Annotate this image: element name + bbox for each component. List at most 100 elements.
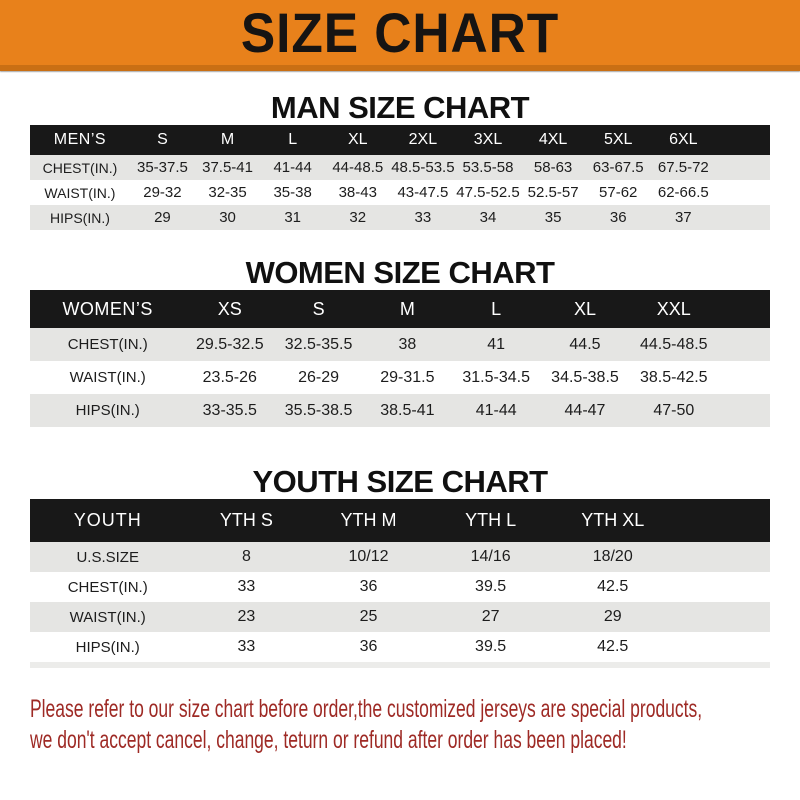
size-chart-banner: SIZE CHART <box>0 0 800 71</box>
size-cell: 47-50 <box>653 401 695 419</box>
size-cell: 31.5-34.5 <box>462 368 530 386</box>
women-size-table: WOMEN’S XS S M L XL XXL CHEST(IN.) 29.5-… <box>30 290 770 427</box>
size-cell: 14/16 <box>470 548 511 565</box>
size-header-cell: YTH XL <box>581 510 645 530</box>
table-row: CHEST(IN.) 29.5-32.5 32.5-35.5 38 41 44.… <box>30 328 770 361</box>
size-cell: 10/12 <box>348 548 389 565</box>
size-header-cell: XS <box>217 298 242 319</box>
table-row: HIPS(IN.) 29 30 31 32 33 34 35 36 37 <box>30 205 770 230</box>
size-cell: 32 <box>349 209 367 226</box>
size-header-cell: XL <box>573 298 596 319</box>
size-cell: 37.5-41 <box>202 159 253 176</box>
spacer-cell <box>674 602 770 632</box>
size-header-cell: M <box>399 298 415 319</box>
row-label: WAIST(IN.) <box>69 608 146 626</box>
table-row: CHEST(IN.) 33 36 39.5 42.5 <box>30 572 770 602</box>
size-cell: 47.5-52.5 <box>456 184 520 201</box>
size-header-cell: YTH S <box>219 510 273 530</box>
row-label: CHEST(IN.) <box>42 159 118 176</box>
size-header-cell: YTH M <box>340 510 397 530</box>
size-header-cell: 2XL <box>408 131 438 148</box>
size-cell: 32.5-35.5 <box>284 335 353 353</box>
table-row: WAIST(IN.) 23.5-26 26-29 29-31.5 31.5-34… <box>30 361 770 394</box>
row-label: HIPS(IN.) <box>75 402 140 419</box>
youth-header-row: YOUTH YTH S YTH M YTH L YTH XL <box>30 499 770 542</box>
size-cell: 42.5 <box>597 578 629 595</box>
size-cell: 29.5-32.5 <box>195 335 264 353</box>
table-row: U.S.SIZE 8 10/12 14/16 18/20 <box>30 542 770 572</box>
disclaimer-note: Please refer to our size chart before or… <box>30 694 800 756</box>
size-cell: 38 <box>398 335 417 353</box>
size-cell: 57-62 <box>599 184 638 201</box>
spacer-cell <box>716 205 770 230</box>
spacer-cell <box>718 361 770 394</box>
size-cell: 18/20 <box>592 548 633 565</box>
size-cell: 52.5-57 <box>527 184 579 201</box>
size-cell: 41-44 <box>475 401 517 419</box>
size-cell: 39.5 <box>475 578 507 595</box>
size-cell: 36 <box>359 578 378 595</box>
disclaimer-line-2: we don't accept cancel, change, teturn o… <box>30 726 627 754</box>
size-header-cell: M <box>220 131 235 148</box>
size-cell: 23 <box>237 608 256 625</box>
size-cell: 41 <box>487 335 506 353</box>
men-table-label: MEN’S <box>53 131 107 148</box>
table-row: WAIST(IN.) 29-32 32-35 35-38 38-43 43-47… <box>30 180 770 205</box>
men-section-heading: MAN SIZE CHART <box>270 90 530 125</box>
table-row: HIPS(IN.) 33-35.5 35.5-38.5 38.5-41 41-4… <box>30 394 770 427</box>
size-header-cell: S <box>157 131 168 148</box>
size-cell: 44.5-48.5 <box>639 335 708 353</box>
size-cell: 36 <box>609 209 627 226</box>
size-cell: 67.5-72 <box>657 159 709 176</box>
size-cell: 43-47.5 <box>397 184 449 201</box>
spacer-cell <box>718 394 770 427</box>
men-header-row: MEN’S S M L XL 2XL 3XL 4XL 5XL 6XL <box>30 125 770 155</box>
size-cell: 34 <box>479 209 497 226</box>
size-cell: 38.5-42.5 <box>639 368 708 386</box>
size-cell: 36 <box>359 638 378 655</box>
size-cell: 53.5-58 <box>462 159 514 176</box>
youth-section-heading: YOUTH SIZE CHART <box>252 464 548 499</box>
table-row: CHEST(IN.) 35-37.5 37.5-41 41-44 44-48.5… <box>30 155 770 180</box>
women-header-row: WOMEN’S XS S M L XL XXL <box>30 290 770 328</box>
spacer-cell <box>716 125 770 155</box>
size-cell: 44.5 <box>569 335 601 353</box>
size-cell: 33 <box>237 578 256 595</box>
spacer-cell <box>718 290 770 328</box>
size-cell: 33 <box>237 638 256 655</box>
size-cell: 39.5 <box>475 638 507 655</box>
size-cell: 26-29 <box>298 368 340 386</box>
size-cell: 44-48.5 <box>332 159 384 176</box>
size-header-cell: 6XL <box>669 131 698 148</box>
size-cell: 8 <box>241 548 251 565</box>
men-size-table: MEN’S S M L XL 2XL 3XL 4XL 5XL 6XL CHEST… <box>30 125 770 230</box>
size-header-cell: XL <box>347 131 368 148</box>
spacer-cell <box>716 180 770 205</box>
row-label: HIPS(IN.) <box>75 638 140 656</box>
size-cell: 63-67.5 <box>592 159 644 176</box>
men-section: MAN SIZE CHART MEN’S S M L XL 2XL 3XL 4X… <box>0 91 800 230</box>
size-cell: 35-38 <box>273 184 312 201</box>
banner-title: SIZE CHART <box>240 0 560 64</box>
size-cell: 29 <box>154 209 171 226</box>
row-label: WAIST(IN.) <box>44 184 116 201</box>
size-cell: 58-63 <box>533 159 573 176</box>
size-cell: 33-35.5 <box>202 401 257 419</box>
row-label: WAIST(IN.) <box>69 369 146 386</box>
size-cell: 62-66.5 <box>657 184 709 201</box>
row-label: CHEST(IN.) <box>67 578 148 596</box>
size-cell: 32-35 <box>208 184 247 201</box>
size-cell: 29-32 <box>143 184 182 201</box>
size-cell: 31 <box>284 209 301 226</box>
disclaimer-line-1: Please refer to our size chart before or… <box>30 695 703 723</box>
size-cell: 35.5-38.5 <box>284 401 353 419</box>
size-header-cell: YTH L <box>465 510 517 530</box>
size-cell: 25 <box>359 608 378 625</box>
women-section: WOMEN SIZE CHART WOMEN’S XS S M L XL XXL… <box>0 256 800 427</box>
size-cell: 35-37.5 <box>137 159 188 176</box>
size-header-cell: XXL <box>656 298 691 319</box>
spacer-cell <box>716 155 770 180</box>
size-cell: 44-47 <box>564 401 606 419</box>
row-label: HIPS(IN.) <box>50 209 110 226</box>
women-table-label: WOMEN’S <box>62 298 153 319</box>
